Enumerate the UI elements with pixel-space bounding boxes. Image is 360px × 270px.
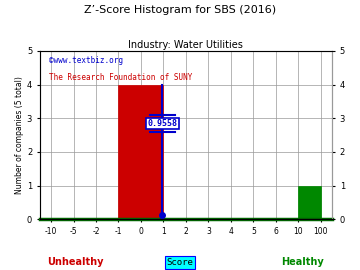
Bar [298, 186, 321, 220]
Title: Industry: Water Utilities: Industry: Water Utilities [129, 40, 243, 50]
Text: ©www.textbiz.org: ©www.textbiz.org [49, 56, 122, 65]
Text: Score: Score [167, 258, 193, 267]
Bar [118, 85, 163, 220]
Text: Z’-Score Histogram for SBS (2016): Z’-Score Histogram for SBS (2016) [84, 5, 276, 15]
Y-axis label: Number of companies (5 total): Number of companies (5 total) [15, 76, 24, 194]
Text: Unhealthy: Unhealthy [47, 257, 103, 267]
Text: Healthy: Healthy [281, 257, 324, 267]
Text: 0.9558: 0.9558 [147, 119, 177, 128]
Text: The Research Foundation of SUNY: The Research Foundation of SUNY [49, 73, 192, 82]
